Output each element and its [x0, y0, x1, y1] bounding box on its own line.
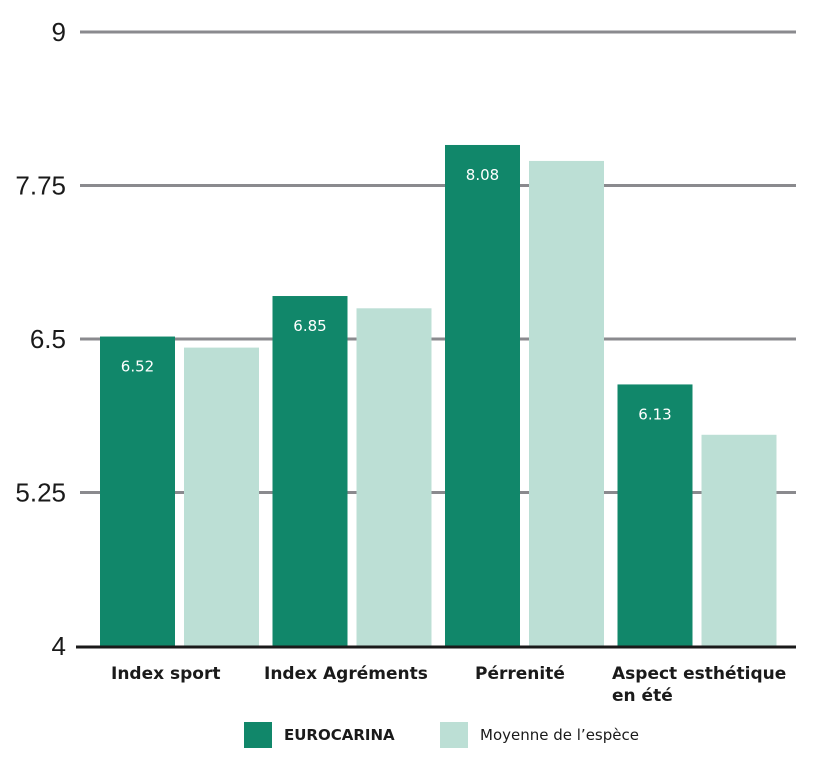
- bar-value-label: 6.85: [293, 317, 326, 335]
- y-tick-label: 5.25: [15, 478, 66, 508]
- x-category-label: Index Agréments: [264, 664, 428, 684]
- x-category-label: en été: [612, 686, 673, 706]
- y-tick-label: 9: [52, 17, 66, 47]
- legend-label-moyenne: Moyenne de l’espèce: [480, 726, 639, 744]
- y-tick-label: 4: [52, 631, 66, 661]
- y-axis-ticks: 4 5.25 6.5 7.75 9: [15, 17, 66, 661]
- bars: [100, 144, 777, 646]
- bar-value-label: 6.13: [638, 405, 671, 423]
- y-tick-label: 7.75: [15, 171, 66, 201]
- x-category-label: Pérrenité: [475, 664, 565, 684]
- x-category-label: Index sport: [111, 664, 221, 684]
- legend-item-moyenne: Moyenne de l’espèce: [440, 722, 639, 748]
- bar-moyenne: [184, 347, 259, 646]
- bar-moyenne: [701, 434, 777, 646]
- category-labels: Index sport Index Agréments Pérrenité Aspec…: [111, 664, 786, 706]
- bar-moyenne: [529, 160, 604, 646]
- bar-eurocarina: [445, 144, 520, 646]
- legend-swatch-eurocarina: [244, 722, 272, 748]
- bar-value-label: 6.52: [121, 358, 154, 376]
- bar-eurocarina: [272, 296, 348, 646]
- legend-item-eurocarina: EUROCARINA: [244, 722, 395, 748]
- legend: EUROCARINA Moyenne de l’espèce: [0, 722, 813, 752]
- bar-eurocarina: [100, 336, 175, 646]
- x-category-label: Aspect esthétique: [612, 664, 786, 684]
- bar-value-label: 8.08: [466, 166, 499, 184]
- data-labels: 6.52 6.85 8.08 6.13: [121, 166, 672, 423]
- bar-moyenne: [356, 308, 432, 646]
- y-tick-label: 6.5: [30, 324, 66, 354]
- legend-swatch-moyenne: [440, 722, 468, 748]
- legend-label-eurocarina: EUROCARINA: [284, 726, 395, 744]
- bar-eurocarina: [617, 384, 693, 646]
